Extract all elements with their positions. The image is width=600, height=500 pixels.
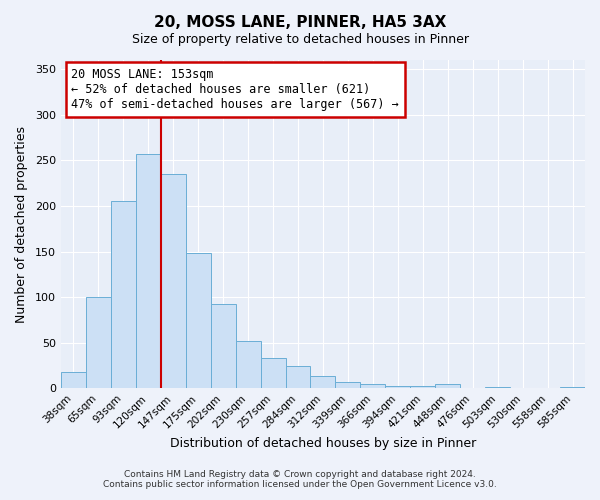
Bar (186, 254, 211, 388)
Bar (310, 376, 335, 388)
Bar (61, 372, 86, 388)
Y-axis label: Number of detached properties: Number of detached properties (15, 126, 28, 322)
Bar (211, 304, 236, 388)
Bar (385, 386, 410, 388)
Text: Contains HM Land Registry data © Crown copyright and database right 2024.
Contai: Contains HM Land Registry data © Crown c… (103, 470, 497, 489)
Bar (361, 384, 385, 388)
Bar (286, 366, 310, 388)
Bar (86, 297, 111, 388)
Text: 20 MOSS LANE: 153sqm
← 52% of detached houses are smaller (621)
47% of semi-deta: 20 MOSS LANE: 153sqm ← 52% of detached h… (71, 68, 399, 111)
Text: 20, MOSS LANE, PINNER, HA5 3AX: 20, MOSS LANE, PINNER, HA5 3AX (154, 15, 446, 30)
Bar (111, 202, 136, 388)
Bar (560, 386, 585, 388)
Bar (485, 386, 510, 388)
Text: Size of property relative to detached houses in Pinner: Size of property relative to detached ho… (131, 32, 469, 46)
Bar (136, 154, 161, 388)
X-axis label: Distribution of detached houses by size in Pinner: Distribution of detached houses by size … (170, 437, 476, 450)
Bar (161, 174, 186, 388)
Bar (236, 341, 260, 388)
Bar (410, 386, 435, 388)
Bar (335, 382, 361, 388)
Bar (260, 358, 286, 388)
Bar (435, 384, 460, 388)
